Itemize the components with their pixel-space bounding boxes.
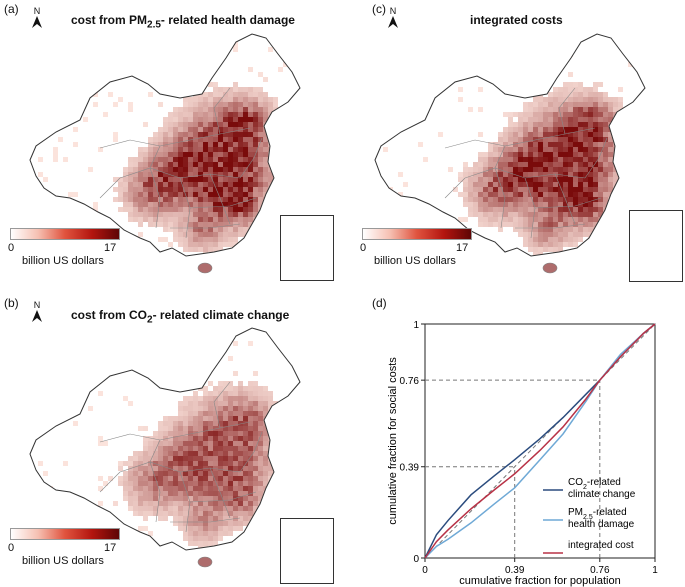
- panel-a-legend-max: 17: [104, 242, 116, 254]
- panel-b-legend-min: 0: [8, 542, 14, 554]
- panel-b-inset-map: [280, 518, 334, 584]
- y-axis-label: cumulative fraction for social costs: [387, 357, 399, 525]
- north-arrow-icon: [30, 16, 44, 28]
- panel-c-north-arrow: N: [386, 6, 400, 30]
- panel-a-legend-unit: billion US dollars: [22, 255, 104, 267]
- panel-c-legend-max: 17: [456, 242, 468, 254]
- panel-c-title: integrated costs: [470, 13, 563, 27]
- north-label: N: [30, 6, 44, 16]
- x-axis-label: cumulative fraction for population: [459, 575, 620, 587]
- panel-b-legend-bar: [10, 528, 120, 540]
- x-tick-label: 0: [422, 565, 428, 576]
- panel-b-label: (b): [4, 296, 19, 310]
- panel-b-legend-max: 17: [104, 542, 116, 554]
- title-text-suffix: - related climate change: [153, 308, 290, 322]
- panel-a-legend-min: 0: [8, 242, 14, 254]
- legend-label: integrated cost: [568, 540, 634, 551]
- cumulative-chart: 0 0.39 0.76 100.390.761 cumulative fraction…: [345, 300, 685, 587]
- north-label: N: [30, 300, 44, 310]
- panel-b-north-arrow: N: [30, 300, 44, 324]
- panel-c-legend-min: 0: [360, 242, 366, 254]
- hainan-island: [198, 263, 212, 273]
- panel-c-inset-map: [629, 210, 683, 282]
- north-label: N: [386, 6, 400, 16]
- hainan-island: [198, 557, 212, 567]
- panel-a-inset-map: [280, 215, 334, 281]
- y-tick-label: 1: [413, 320, 419, 331]
- title-text: cost from PM: [71, 13, 147, 27]
- y-tick-label: 0: [413, 554, 419, 565]
- panel-c-label: (c): [372, 2, 386, 16]
- panel-b-legend-unit: billion US dollars: [22, 555, 104, 567]
- x-tick-label: 1: [652, 565, 658, 576]
- north-arrow-icon: [30, 310, 44, 322]
- hainan-island: [543, 263, 557, 273]
- y-tick-label: 0.76: [400, 376, 420, 387]
- heat-cells: [28, 326, 303, 556]
- panel-c-legend-bar: [362, 228, 472, 240]
- legend-label-line2: climate change: [568, 489, 636, 500]
- panel-a-legend-bar: [10, 228, 120, 240]
- title-text: cost from CO: [71, 308, 147, 322]
- panel-a-label: (a): [4, 2, 19, 16]
- panel-a-north-arrow: N: [30, 6, 44, 30]
- north-arrow-icon: [386, 16, 400, 28]
- panel-c-legend-unit: billion US dollars: [374, 255, 456, 267]
- title-text-suffix: - related health damage: [161, 13, 295, 27]
- y-tick-label: 0.39: [400, 463, 420, 474]
- legend-label-line2: health damage: [568, 519, 635, 530]
